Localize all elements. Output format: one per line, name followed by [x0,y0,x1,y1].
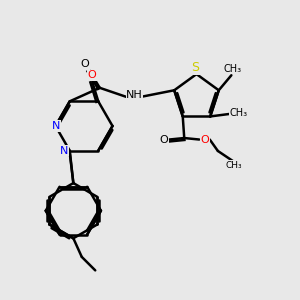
Text: O: O [88,70,97,80]
Text: CH₃: CH₃ [223,64,241,74]
Text: S: S [191,61,199,74]
Text: O: O [80,59,89,69]
Text: NH: NH [126,90,143,100]
Text: N: N [60,146,68,156]
Text: O: O [201,134,210,145]
Text: O: O [160,134,168,145]
Text: CH₃: CH₃ [230,107,247,118]
Text: N: N [52,121,61,131]
Text: CH₃: CH₃ [226,160,242,169]
